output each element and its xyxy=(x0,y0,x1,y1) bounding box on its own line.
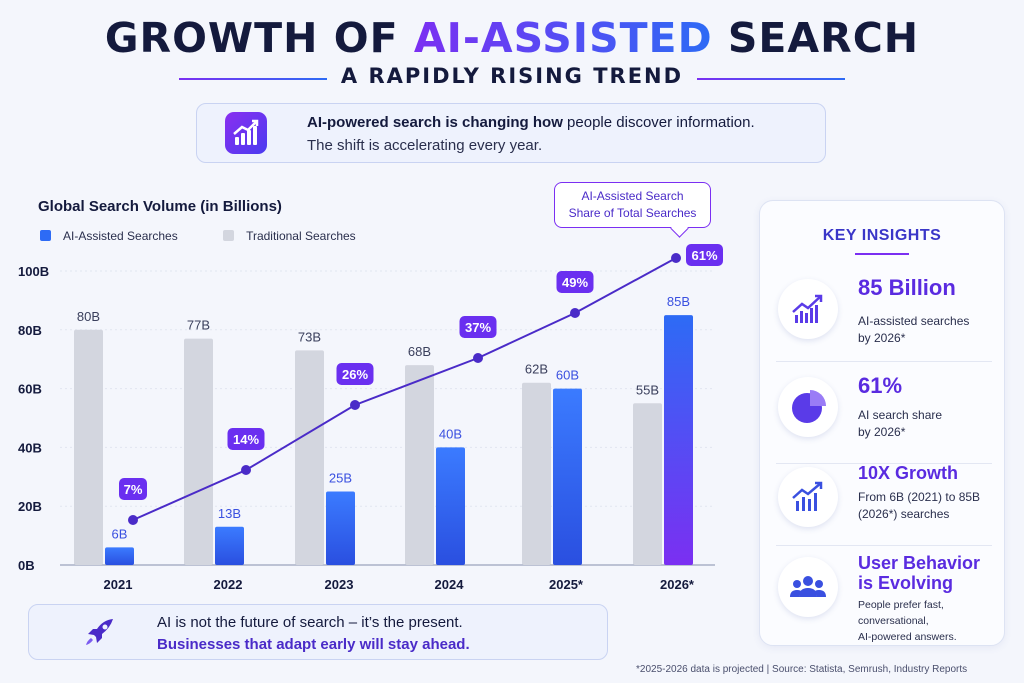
traditional-bar-label: 77B xyxy=(187,318,210,333)
share-callout: AI-Assisted Search Share of Total Search… xyxy=(554,182,711,238)
share-label-badge xyxy=(336,363,374,385)
y-tick-label: 80B xyxy=(18,323,42,338)
share-label-badge xyxy=(459,316,497,338)
share-point xyxy=(128,515,138,525)
insight-desc: People prefer fast, conversational, AI-po… xyxy=(858,599,957,643)
share-point xyxy=(241,465,251,475)
ai-bar-label: 60B xyxy=(556,368,579,383)
source-note: *2025-2026 data is projected | Source: S… xyxy=(636,664,968,675)
traditional-bar xyxy=(184,338,213,565)
ai-bar-label: 13B xyxy=(218,506,241,521)
traditional-bar-label: 73B xyxy=(298,329,321,344)
callout-line-2: Share of Total Searches xyxy=(568,206,697,220)
traditional-bar xyxy=(633,403,662,565)
bar-growth-icon xyxy=(778,279,838,339)
subtitle-text: A RAPIDLY RISING TREND xyxy=(340,64,684,88)
ai-bar xyxy=(105,547,134,565)
legend-swatch-ai xyxy=(40,230,51,241)
intro-banner: AI-powered search is changing how people… xyxy=(196,103,826,163)
intro-line-1: AI-powered search is changing how people… xyxy=(307,114,755,131)
subtitle-rule-right xyxy=(697,77,846,80)
share-label: 14% xyxy=(233,432,259,447)
x-tick-label: 2021 xyxy=(104,577,133,592)
trend-up-icon xyxy=(778,467,838,527)
share-label: 49% xyxy=(562,275,588,290)
ai-bar-label: 25B xyxy=(329,471,352,486)
trending-chart-icon xyxy=(225,112,267,154)
insight-desc: AI search share by 2026* xyxy=(858,408,943,439)
x-tick-label: 2025* xyxy=(549,577,584,592)
traditional-bar xyxy=(74,329,103,565)
ai-bar xyxy=(215,526,244,565)
ai-bar xyxy=(326,491,355,565)
insight-value: 61% xyxy=(858,373,903,398)
traditional-bar xyxy=(522,382,551,565)
ai-bar-label: 40B xyxy=(439,426,462,441)
share-label-badge xyxy=(119,478,147,500)
insight-value: 85 Billion xyxy=(858,275,956,300)
ai-bar xyxy=(436,447,465,565)
chart-legend: AI-Assisted Searches Traditional Searche… xyxy=(40,229,356,243)
share-line xyxy=(132,257,677,521)
share-label: 37% xyxy=(465,320,491,335)
traditional-bar-label: 55B xyxy=(636,382,659,397)
y-tick-label: 60B xyxy=(18,382,42,397)
share-label: 61% xyxy=(691,248,717,263)
key-insights-panel: KEY INSIGHTS 85 Billion AI-assisted sear… xyxy=(759,200,1005,646)
insight-value: 10X Growth xyxy=(858,463,959,483)
ai-bar xyxy=(664,315,693,565)
callout-line-1: AI-Assisted Search xyxy=(581,189,684,203)
bar-line-chart: 0B 20B 40B 60B 80B 100B 7% 14% 26% 37% 49% 61% 80B… xyxy=(18,244,723,592)
insight-desc: AI-assisted searches by 2026* xyxy=(858,314,970,345)
insight-divider xyxy=(776,545,992,546)
y-tick-label: 0B xyxy=(18,558,35,573)
legend-swatch-traditional xyxy=(223,230,235,241)
pie-chart-icon xyxy=(778,377,838,437)
x-tick-label: 2023 xyxy=(325,577,354,592)
users-icon xyxy=(778,557,838,617)
x-tick-label: 2026* xyxy=(660,577,695,592)
intro-line-2: The shift is accelerating every year. xyxy=(307,137,543,154)
y-tick-label: 40B xyxy=(18,440,42,455)
x-tick-label: 2022 xyxy=(214,577,243,592)
y-tick-label: 100B xyxy=(18,264,49,279)
ai-bar-label: 85B xyxy=(667,294,690,309)
share-point xyxy=(671,253,681,263)
x-tick-label: 2024 xyxy=(435,577,465,592)
legend-label-ai: AI-Assisted Searches xyxy=(63,229,178,243)
footer-line-1: AI is not the future of search – it’s th… xyxy=(157,614,463,631)
chart-title: Global Search Volume (in Billions) xyxy=(38,198,282,215)
share-label-badge xyxy=(686,244,723,266)
ai-bar-label: 6B xyxy=(112,526,128,541)
traditional-bar-label: 80B xyxy=(77,309,100,324)
traditional-bar xyxy=(405,365,434,565)
footer-banner: AI is not the future of search – it’s th… xyxy=(28,604,608,660)
rocket-icon xyxy=(83,617,119,652)
traditional-bar xyxy=(295,350,324,565)
traditional-bar-label: 62B xyxy=(525,362,548,377)
insights-underline xyxy=(855,253,909,255)
share-label-badge xyxy=(227,428,265,450)
insight-desc: From 6B (2021) to 85B (2026*) searches xyxy=(858,490,981,521)
share-label: 26% xyxy=(342,367,368,382)
page-title: GROWTH OF AI-ASSISTED SEARCH xyxy=(104,14,920,62)
subtitle-rule-left xyxy=(178,77,327,80)
page-subtitle: A RAPIDLY RISING TREND xyxy=(0,64,1024,88)
y-tick-label: 20B xyxy=(18,499,42,514)
footer-line-2: Businesses that adapt early will stay ah… xyxy=(157,636,470,653)
ai-bar xyxy=(553,388,582,565)
traditional-bar-label: 68B xyxy=(408,344,431,359)
insight-divider xyxy=(776,361,992,362)
share-point xyxy=(350,400,360,410)
legend-label-traditional: Traditional Searches xyxy=(246,229,356,243)
insight-divider xyxy=(776,463,992,464)
share-point xyxy=(570,308,580,318)
insights-heading: KEY INSIGHTS xyxy=(822,227,942,244)
insight-value: User Behavior is Evolving xyxy=(858,553,981,593)
share-label-badge xyxy=(556,271,594,293)
share-label: 7% xyxy=(124,482,143,497)
share-point xyxy=(473,353,483,363)
